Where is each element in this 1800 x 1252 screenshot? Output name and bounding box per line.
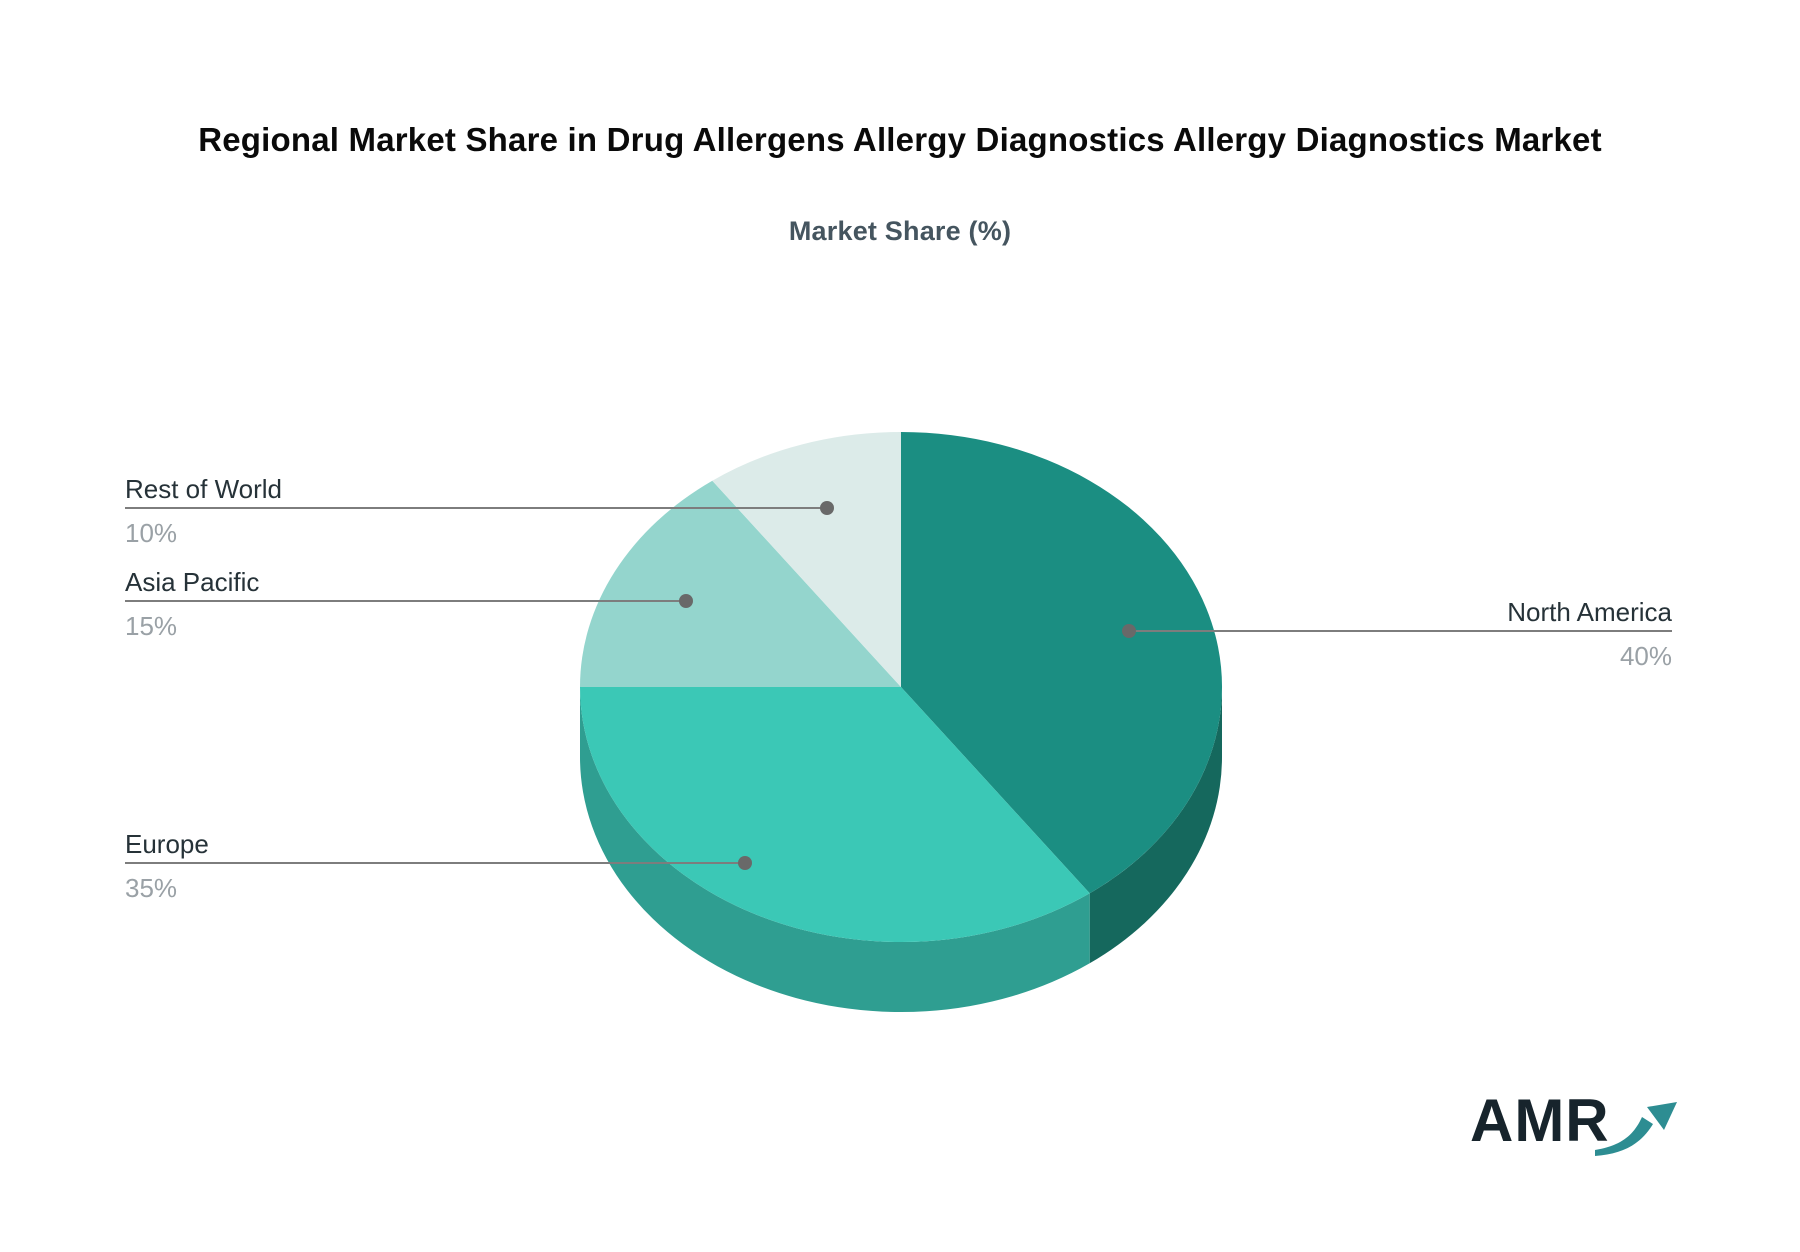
leader-dot-europe [738,856,752,870]
pie-side-europe [579,687,1090,1013]
chart-title: Regional Market Share in Drug Allergens … [198,121,1602,158]
value-rest-of-world: 10% [125,518,178,548]
amr-logo[interactable]: AMR [1470,1087,1677,1168]
leader-dot-asia-pacific [679,594,693,608]
label-asia-pacific: Asia Pacific [125,567,260,597]
chart-subtitle: Market Share (%) [788,216,1012,246]
label-rest-of-world: Rest of World [125,474,283,504]
leader-dot-north-america [1122,624,1136,638]
value-north-america: 40% [1619,641,1672,671]
amr-logo-text: AMR [1470,1087,1610,1154]
pie-slice-asia-pacific[interactable] [580,480,901,687]
value-asia-pacific: 15% [125,611,178,641]
leader-dot-rest-of-world [820,501,834,515]
pie-slice-rest-of-world[interactable] [712,432,901,687]
label-europe: Europe [125,829,209,859]
pie-side-north-america [1089,687,1222,964]
pie-slice-europe[interactable] [579,687,1090,943]
label-north-america: North America [1507,597,1672,627]
pie-slice-north-america[interactable] [901,432,1223,894]
value-europe: 35% [125,873,178,903]
amr-logo-arrow-icon [1595,1102,1677,1156]
